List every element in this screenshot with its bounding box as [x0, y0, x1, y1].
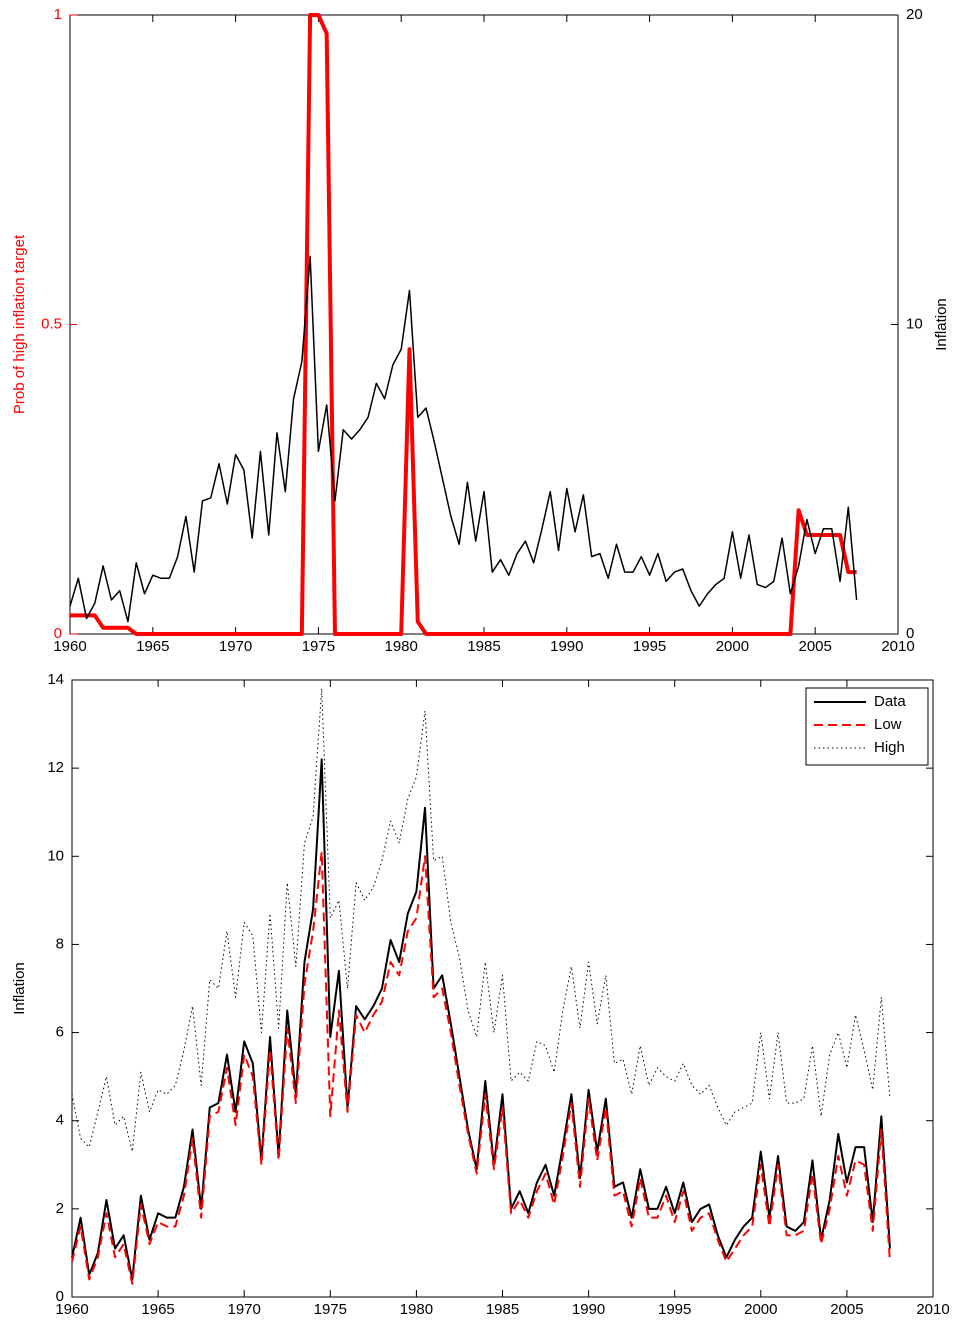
x-tick-label: 1960	[53, 638, 86, 655]
x-tick-label: 1965	[136, 638, 169, 655]
y-axis-label: Inflation	[11, 962, 28, 1015]
x-tick-label: 1980	[385, 638, 418, 655]
x-tick-label: 1960	[55, 1301, 88, 1318]
y-tick-label: 8	[56, 935, 64, 952]
y2-tick-label: 20	[906, 6, 923, 23]
y-axis-label: Prob of high inflation target	[11, 234, 28, 414]
y-tick-label: 2	[56, 1200, 64, 1217]
y-tick-label: 0	[56, 1288, 64, 1305]
y2-tick-label: 10	[906, 315, 923, 332]
legend-label: Data	[874, 693, 906, 710]
x-tick-label: 1965	[141, 1301, 174, 1318]
legend-box	[805, 687, 929, 766]
x-tick-label: 2000	[744, 1301, 777, 1318]
y2-axis-label: Inflation	[933, 298, 950, 351]
legend: Data Low High	[805, 687, 929, 766]
series-line	[71, 688, 891, 1153]
x-tick-label: 2005	[830, 1301, 863, 1318]
x-tick-label: 1980	[400, 1301, 433, 1318]
y-tick-label: 10	[47, 847, 64, 864]
x-tick-label: 1990	[572, 1301, 605, 1318]
series-line	[69, 255, 858, 623]
y2-tick-label: 0	[906, 625, 914, 642]
x-tick-label: 1975	[314, 1301, 347, 1318]
x-tick-label: 2010	[916, 1301, 949, 1318]
x-tick-label: 1970	[228, 1301, 261, 1318]
y-tick-label: 0	[54, 625, 62, 642]
y-tick-label: 4	[56, 1112, 64, 1129]
y-tick-label: 1	[54, 6, 62, 23]
x-tick-label: 1995	[633, 638, 666, 655]
x-tick-label: 1975	[302, 638, 335, 655]
plot-frame	[69, 14, 899, 635]
series-line	[70, 13, 857, 636]
x-tick-label: 1970	[219, 638, 252, 655]
y-tick-label: 6	[56, 1024, 64, 1041]
x-tick-label: 1995	[658, 1301, 691, 1318]
legend-label: High	[874, 739, 905, 756]
x-tick-label: 2005	[799, 638, 832, 655]
series-line	[71, 850, 891, 1285]
x-tick-label: 1990	[550, 638, 583, 655]
y-tick-label: 12	[47, 759, 64, 776]
legend-label: Low	[874, 716, 902, 733]
x-tick-label: 1985	[467, 638, 500, 655]
series-line	[71, 758, 891, 1281]
y-tick-label: 0.5	[41, 315, 62, 332]
x-tick-label: 2010	[881, 638, 914, 655]
y-tick-label: 14	[47, 671, 64, 688]
x-tick-label: 2000	[716, 638, 749, 655]
x-tick-label: 1985	[486, 1301, 519, 1318]
